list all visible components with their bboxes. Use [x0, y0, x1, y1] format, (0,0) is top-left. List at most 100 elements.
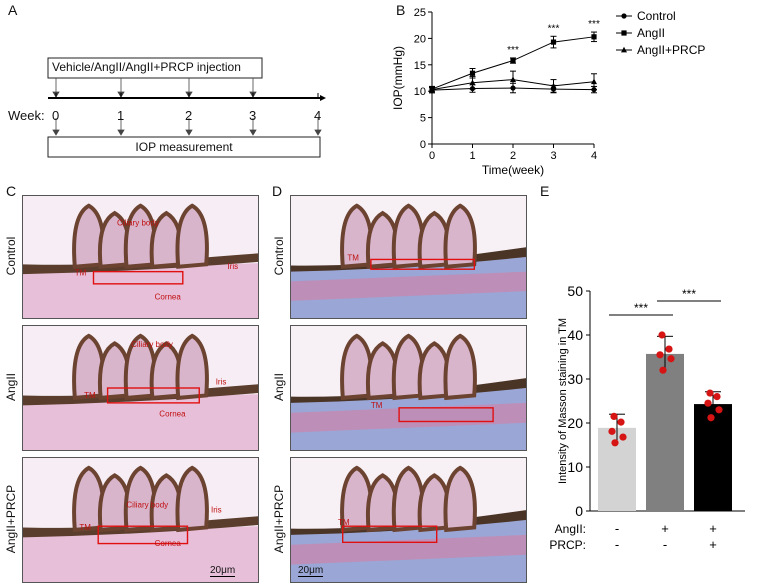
x-tick-label: 1 — [469, 150, 475, 162]
group-sign: + — [709, 537, 717, 552]
cornea-stroma — [23, 526, 258, 582]
y-tick-label: 5 — [420, 113, 426, 125]
row-label-angii-prcp: AngII+PRCP — [272, 484, 286, 554]
row-label-control: Control — [272, 236, 286, 276]
panel-a-timeline: Vehicle/AngII/AngII+PRCP injection Week:… — [0, 0, 380, 180]
legend-entry: AngII+PRCP — [637, 43, 705, 57]
significance-annotation: *** — [507, 45, 519, 56]
y-tick-label: 10 — [567, 459, 583, 475]
ciliary-process — [443, 203, 477, 269]
data-point — [667, 355, 675, 363]
data-point — [510, 76, 516, 82]
tissue-label: Iris — [227, 262, 238, 271]
week-tick-1: 1 — [117, 108, 125, 123]
tissue-label: Iris — [216, 377, 227, 386]
panel-d-histology: Control TM AngII TM AngII+PRCP TM 20μm — [268, 195, 534, 584]
ciliary-process — [175, 465, 209, 533]
histology-image: Ciliary body Iris TM Cornea — [22, 325, 259, 451]
data-point — [510, 57, 516, 64]
y-axis-title: IOP(mmHg) — [391, 46, 405, 110]
data-point — [658, 331, 666, 339]
histology-image: TM — [290, 457, 527, 583]
y-tick-label: 0 — [420, 139, 426, 151]
scale-bar: 20μm — [210, 565, 236, 577]
data-point — [550, 82, 557, 89]
histology-image: Ciliary body Iris TM Cornea — [22, 457, 259, 583]
tissue-label: TM — [79, 523, 91, 532]
x-tick-label: 2 — [510, 150, 516, 162]
ciliary-process — [175, 333, 209, 401]
week-tick-3: 3 — [249, 108, 257, 123]
row-label-angii-prcp: AngII+PRCP — [4, 484, 18, 554]
injection-label: Vehicle/AngII/AngII+PRCP injection — [52, 60, 241, 74]
row-label-angii: AngII — [272, 372, 286, 402]
x-tick-label: 3 — [550, 150, 556, 162]
data-point — [659, 366, 667, 374]
panel-b-iop-chart: 0 5 10 15 20 25 0 1 2 3 4 Time(week) IOP(mmHg) *** ***… — [391, 7, 705, 177]
scale-bar: 20μm — [298, 565, 324, 577]
y-tick-label: 40 — [567, 327, 583, 343]
week-tick-4: 4 — [314, 108, 322, 123]
tm-region-box — [106, 387, 200, 404]
week-tick-0: 0 — [52, 108, 60, 123]
tissue-label: Ciliary body — [131, 340, 173, 349]
significance-label: *** — [634, 301, 648, 315]
group-row-label: PRCP: — [549, 538, 586, 552]
bar — [694, 404, 732, 511]
y-tick-label: 0 — [575, 503, 583, 519]
y-tick-label: 50 — [567, 283, 583, 299]
data-point — [713, 393, 721, 401]
histology-image: Ciliary body Iris TM Cornea — [22, 195, 259, 319]
data-point — [610, 412, 618, 420]
ciliary-process — [175, 203, 209, 269]
y-tick-label: 20 — [414, 33, 426, 45]
data-point — [707, 414, 715, 422]
legend-marker — [621, 13, 627, 19]
legend-entry: AngII — [637, 26, 665, 40]
tissue-label: Ciliary body — [126, 501, 168, 510]
data-point — [469, 79, 476, 86]
x-axis-title: Time(week) — [482, 163, 544, 177]
histology-image: TM — [290, 325, 527, 451]
data-point — [706, 389, 714, 397]
stroma-band — [291, 402, 526, 433]
tissue-label: Cornea — [155, 539, 182, 548]
data-point — [715, 406, 723, 414]
group-sign: + — [661, 521, 669, 536]
tissue-label: TM — [84, 391, 96, 400]
measurement-label: IOP measurement — [135, 140, 233, 154]
tissue-label: TM — [75, 268, 87, 277]
tm-region-box — [398, 407, 494, 423]
week-tick-2: 2 — [185, 108, 193, 123]
row-label-control: Control — [4, 236, 18, 276]
data-point — [619, 433, 627, 441]
panel-letter-b: B — [396, 2, 406, 18]
y-tick-label: 30 — [567, 371, 583, 387]
data-point — [469, 70, 476, 76]
stroma-band — [291, 271, 526, 301]
group-sign: - — [663, 537, 667, 552]
tissue-label: TM — [347, 254, 359, 263]
ciliary-process — [443, 333, 477, 401]
row-label-angii: AngII — [4, 372, 18, 402]
data-point — [704, 399, 712, 407]
group-sign: - — [615, 521, 619, 536]
tm-region-box — [370, 258, 476, 270]
tm-region-box — [342, 525, 438, 544]
x-tick-label: 0 — [429, 150, 435, 162]
data-point — [550, 39, 557, 45]
group-sign: + — [709, 521, 717, 536]
tissue-label: Cornea — [155, 293, 182, 302]
group-sign: - — [615, 537, 619, 552]
data-point — [608, 427, 616, 435]
tissue-label: TM — [338, 518, 350, 527]
y-tick-label: 15 — [414, 60, 426, 72]
panel-letter-c: C — [6, 183, 17, 199]
bar — [646, 353, 684, 511]
series-angii-prcp — [429, 70, 597, 94]
tissue-label: Ciliary body — [117, 218, 159, 227]
tm-region-box — [92, 270, 184, 285]
cornea-stroma — [23, 394, 258, 450]
data-point — [665, 345, 673, 353]
tissue-label: TM — [371, 401, 383, 410]
